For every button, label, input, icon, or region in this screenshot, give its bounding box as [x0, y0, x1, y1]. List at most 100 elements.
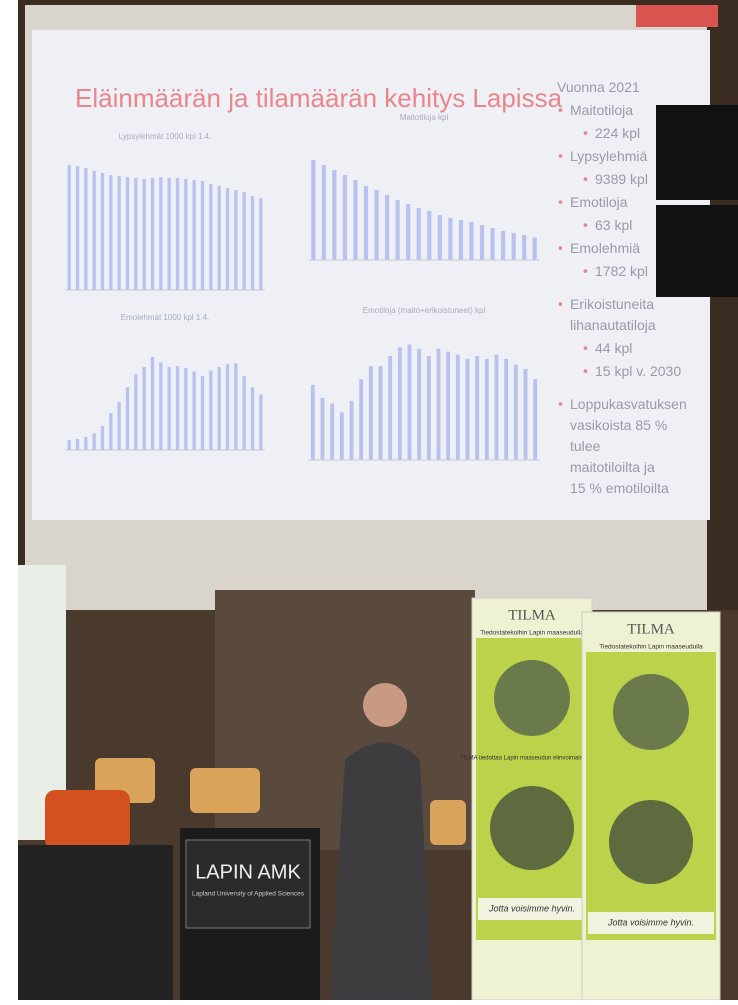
bar [350, 401, 354, 460]
bar [417, 349, 421, 460]
bar [143, 367, 146, 450]
bullet-text: 44 kpl [595, 340, 632, 356]
bar [176, 366, 179, 450]
bar [480, 225, 484, 260]
banner-footer: Jotta voisimme hyvin. [488, 903, 575, 913]
bullet-text: 63 kpl [595, 217, 632, 233]
bar [126, 177, 129, 290]
bar [118, 402, 121, 450]
bar [193, 372, 196, 450]
bar [512, 233, 516, 260]
bar [226, 364, 229, 450]
bar [385, 195, 389, 260]
bullet-dot: • [583, 217, 588, 233]
bullet-text: 9389 kpl [595, 171, 648, 187]
bar [68, 165, 71, 290]
chart-title: Lypsylehmät 1000 kpl 1.4. [119, 132, 212, 141]
bar [446, 352, 450, 460]
bar [353, 180, 357, 260]
photo [490, 786, 574, 870]
bar [159, 177, 162, 290]
bar [168, 178, 171, 290]
bar [448, 218, 452, 260]
bar [101, 173, 104, 290]
bar [93, 433, 96, 450]
bar [234, 190, 237, 290]
bar [396, 200, 400, 260]
bar [201, 181, 204, 290]
bar [533, 379, 537, 460]
logo [636, 5, 718, 27]
bar [524, 369, 528, 460]
bar [218, 186, 221, 290]
bar [84, 168, 87, 290]
bullet-text: 1782 kpl [595, 263, 648, 279]
bar [151, 178, 154, 290]
speaker-box [656, 205, 738, 297]
bar [469, 222, 473, 260]
bar [109, 175, 112, 290]
bar [176, 178, 179, 290]
bullet-text: Emolehmiä [570, 240, 640, 256]
bar [340, 412, 344, 460]
bar [322, 165, 326, 260]
bar [501, 231, 505, 260]
bar [76, 439, 79, 450]
bar [459, 220, 463, 260]
bullet-text: 224 kpl [595, 125, 640, 141]
bar [218, 367, 221, 450]
bar [332, 170, 336, 260]
chart-title: Emolehmät 1000 kpl 1.4. [121, 313, 210, 322]
bar [184, 179, 187, 290]
banner-subtitle: Tiedostatekoihin Lapin maaseudulla [599, 644, 703, 651]
bar [118, 176, 121, 290]
podium-subtitle: Lapland University of Applied Sciences [192, 891, 305, 898]
chair [190, 768, 260, 813]
bullet-dot: • [583, 125, 588, 141]
bullet-dot: • [583, 340, 588, 356]
bar [84, 437, 87, 450]
bar [504, 359, 508, 460]
scene: Eläinmäärän ja tilamäärän kehitys Lapiss… [0, 0, 738, 1000]
bar [388, 356, 392, 460]
bar [251, 196, 254, 290]
bar [427, 356, 431, 460]
bar [101, 426, 104, 450]
bar [514, 365, 518, 460]
bullet-text: 15 kpl v. 2030 [595, 363, 681, 379]
podium-name: LAPIN AMK [195, 861, 301, 883]
bullet-dot: • [558, 296, 563, 312]
bar [417, 208, 421, 260]
photo [494, 660, 570, 736]
chair [45, 790, 130, 850]
bullet-dot: • [558, 396, 563, 412]
bar [259, 395, 262, 450]
bar [209, 371, 212, 450]
bar [243, 376, 246, 450]
photo [609, 800, 693, 884]
speaker-head [363, 683, 407, 727]
speaker-box [656, 105, 738, 200]
bar [259, 198, 262, 290]
bar [226, 188, 229, 290]
bar [159, 362, 162, 450]
bar [343, 175, 347, 260]
bullet-dot: • [583, 263, 588, 279]
bullet-dot: • [583, 363, 588, 379]
bar [76, 166, 79, 290]
bar [234, 363, 237, 450]
bullet-text: Vuonna 2021 [557, 79, 640, 95]
bar [456, 355, 460, 460]
bullet-dot: • [558, 240, 563, 256]
bullet-text: Emotiloja [570, 194, 628, 210]
bar [243, 192, 246, 290]
bar [485, 359, 489, 460]
bar [68, 440, 71, 450]
banner-subtitle: Tiedostatekoihin Lapin maaseudulla [480, 630, 584, 637]
bar [201, 376, 204, 450]
desk [18, 845, 173, 1000]
bar [168, 367, 171, 450]
bar [330, 404, 334, 460]
photo [613, 674, 689, 750]
podium-plate [186, 840, 310, 928]
